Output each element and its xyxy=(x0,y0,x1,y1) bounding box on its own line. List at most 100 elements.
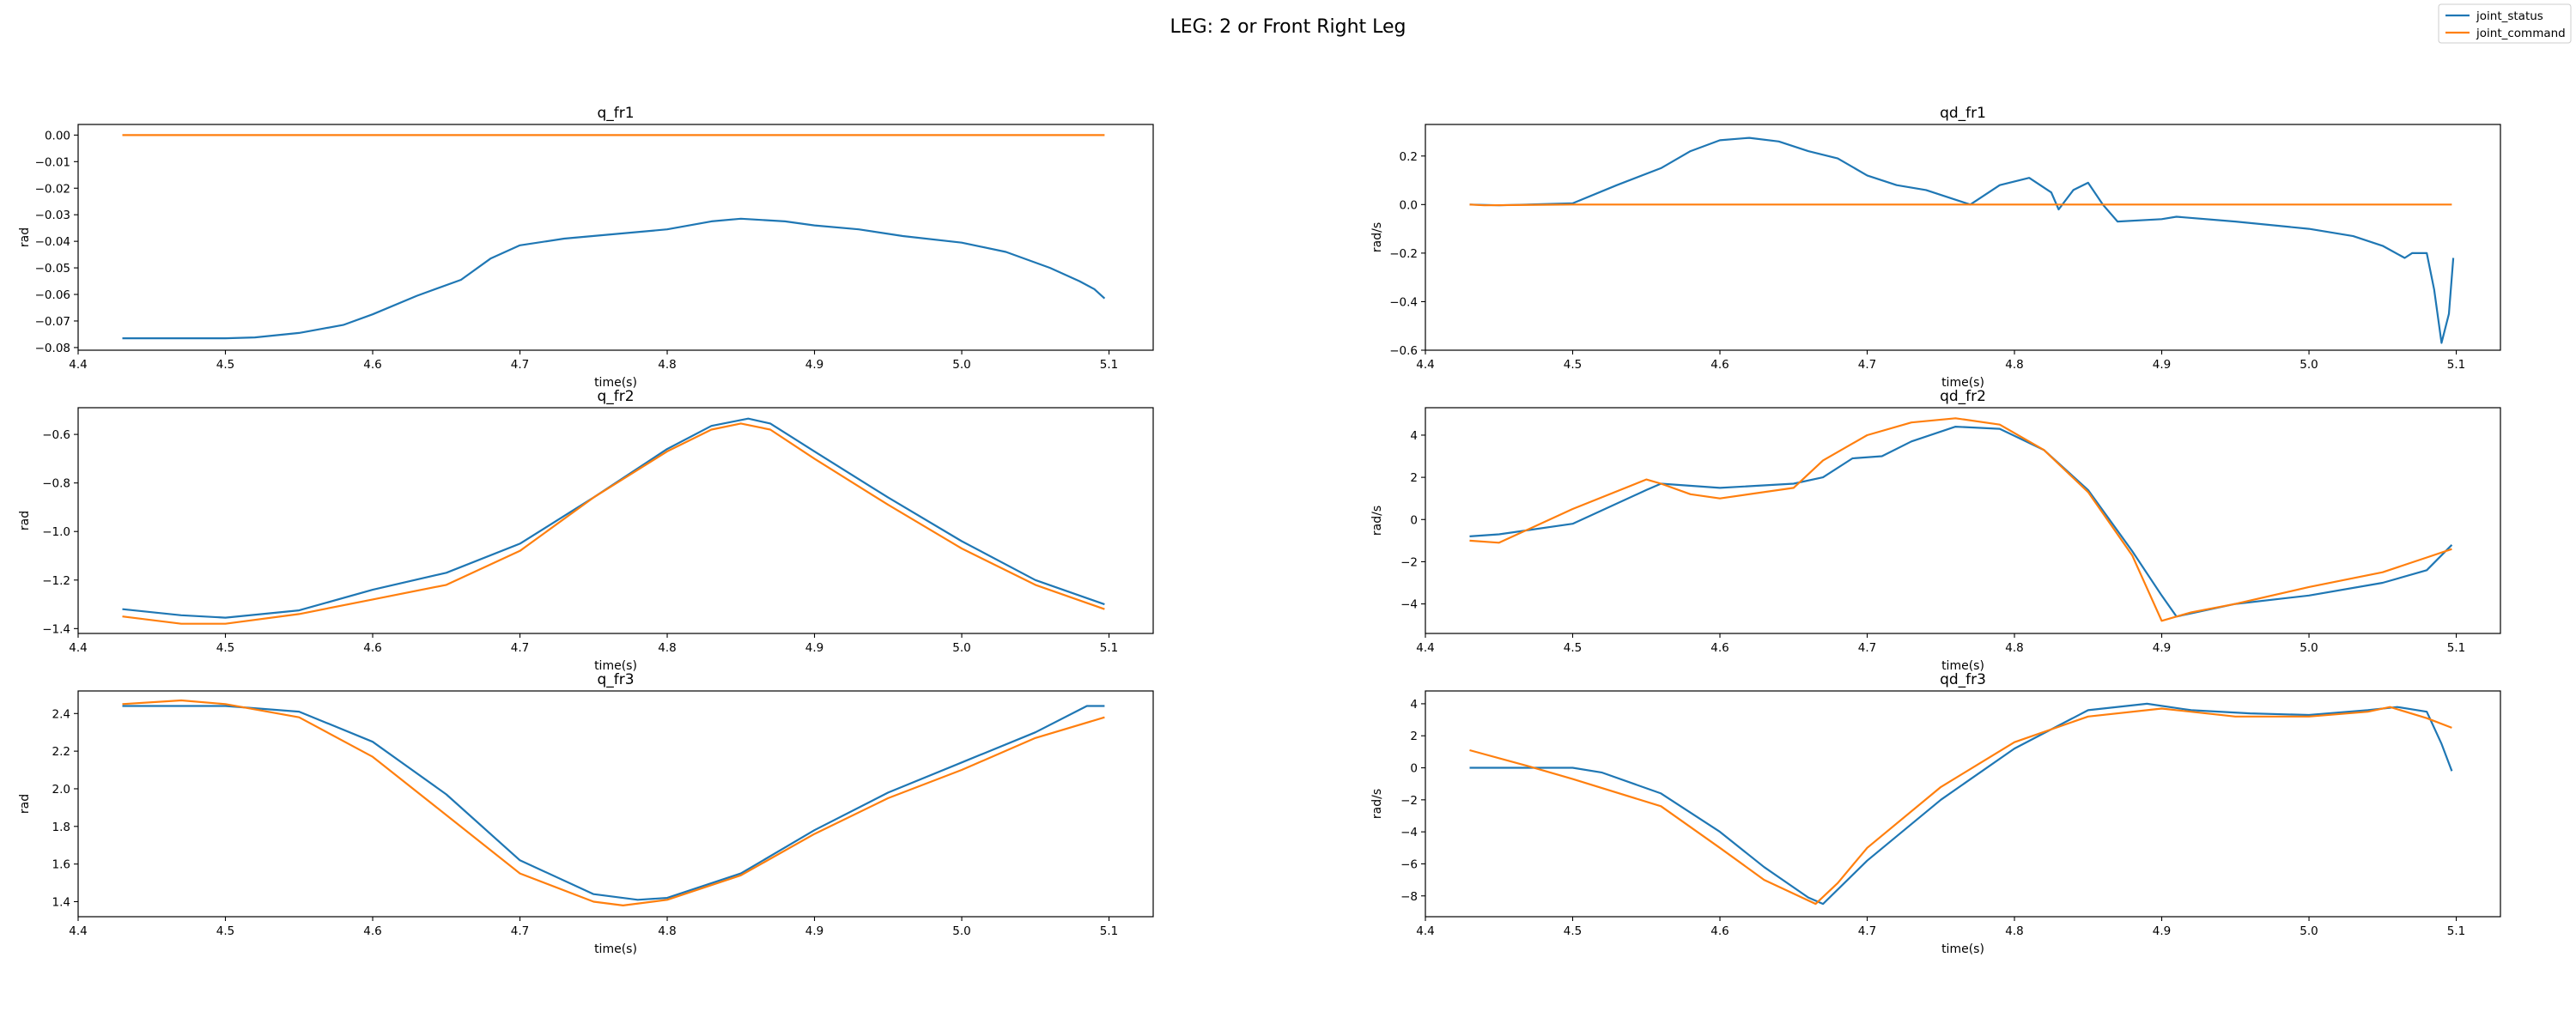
x-tick-label: 4.5 xyxy=(1564,641,1582,655)
axes-frame xyxy=(77,407,1154,634)
series-line-joint-command xyxy=(1469,203,2452,207)
subplot-qd-fr3: 4.4 4.5 4.6 4.7 4.8 4.9 5.0 5.1 4 2 0 −2 −4 −6 −8 qd_fr… xyxy=(1370,671,2501,956)
series-line-joint-command xyxy=(1469,706,2452,906)
series-line-joint-status xyxy=(1469,136,2455,344)
x-axis-label: time(s) xyxy=(594,659,637,673)
x-tick-label: 4.6 xyxy=(1710,924,1728,938)
x-tick-label: 5.0 xyxy=(2300,641,2318,655)
y-tick-label: 2.0 xyxy=(52,783,70,797)
legend-label-joint-command: joint_command xyxy=(2476,27,2566,40)
series-group xyxy=(1469,417,2453,622)
y-tick-label: −1.0 xyxy=(42,525,70,539)
y-axis-label: rad/s xyxy=(1370,222,1384,252)
y-tick-label: −2 xyxy=(1400,794,1418,808)
subplots: 4.4 4.5 4.6 4.7 4.8 4.9 5.0 5.10.00−0.01−0.02−0… xyxy=(18,105,2501,956)
x-tick-label: 4.4 xyxy=(1416,358,1434,372)
x-tick-label: 4.4 xyxy=(69,358,87,372)
x-tick-label: 5.0 xyxy=(2300,358,2318,372)
y-tick-label: −0.06 xyxy=(35,288,70,302)
subplot-title: q_fr1 xyxy=(597,105,634,122)
x-tick-label: 5.1 xyxy=(1100,924,1118,938)
x-tick-label: 4.7 xyxy=(511,641,529,655)
series-line-joint-command xyxy=(122,699,1105,907)
x-tick-label: 4.7 xyxy=(1858,641,1876,655)
series-line-joint-status xyxy=(122,705,1105,901)
legend-label-joint-status: joint_status xyxy=(2476,9,2543,23)
axes-frame xyxy=(77,690,1154,918)
y-axis-label: rad xyxy=(18,794,32,814)
series-group xyxy=(122,699,1105,907)
x-axis-label: time(s) xyxy=(594,942,637,956)
legend-frame xyxy=(2438,3,2572,44)
x-tick-label: 4.5 xyxy=(1564,358,1582,372)
x-tick-label: 4.4 xyxy=(69,641,87,655)
x-tick-label: 4.5 xyxy=(216,358,234,372)
x-tick-label: 5.1 xyxy=(2447,641,2465,655)
y-tick-label: −0.4 xyxy=(1389,295,1418,309)
y-tick-label: −0.8 xyxy=(42,477,70,491)
y-tick-label: 2.4 xyxy=(52,707,70,721)
y-tick-label: −0.6 xyxy=(1389,344,1418,358)
y-tick-label: −1.4 xyxy=(42,622,70,636)
x-tick-label: 4.4 xyxy=(1416,924,1434,938)
x-tick-label: 5.1 xyxy=(2447,924,2465,938)
x-tick-label: 5.0 xyxy=(952,358,970,372)
x-tick-label: 4.7 xyxy=(1858,924,1876,938)
y-tick-label: −4 xyxy=(1400,826,1418,839)
x-tick-label: 4.4 xyxy=(69,924,87,938)
x-tick-label: 4.8 xyxy=(658,924,676,938)
x-tick-label: 4.8 xyxy=(2005,924,2023,938)
y-tick-label: −0.6 xyxy=(42,428,70,442)
y-axis-label: rad/s xyxy=(1370,506,1384,536)
series-line-joint-status xyxy=(122,217,1106,340)
y-tick-label: 4 xyxy=(1410,429,1418,443)
y-tick-label: −6 xyxy=(1400,857,1418,871)
y-tick-label: −4 xyxy=(1400,598,1418,612)
y-tick-label: 1.4 xyxy=(52,895,70,909)
x-tick-label: 4.8 xyxy=(658,358,676,372)
x-tick-label: 4.6 xyxy=(1710,358,1728,372)
x-tick-label: 4.7 xyxy=(511,924,529,938)
y-axis-label: rad/s xyxy=(1370,789,1384,819)
y-tick-label: −1.2 xyxy=(42,574,70,588)
x-tick-label: 4.4 xyxy=(1416,641,1434,655)
figure-title: LEG: 2 or Front Right Leg xyxy=(1170,16,1406,38)
series-line-joint-status xyxy=(1469,426,2453,618)
series-group xyxy=(1469,702,2453,906)
x-axis-label: time(s) xyxy=(1941,376,1984,390)
axes-frame xyxy=(1425,690,2501,918)
subplot-q-fr1: 4.4 4.5 4.6 4.7 4.8 4.9 5.0 5.1 0.00 −0.01 −0.02 −0… xyxy=(18,105,1154,390)
x-tick-label: 4.9 xyxy=(805,358,823,372)
y-tick-label: 2 xyxy=(1410,730,1418,743)
y-tick-label: −0.04 xyxy=(35,235,70,249)
subplot-q-fr3: 4.4 4.5 4.6 4.7 4.8 4.9 5.0 5.1 2.4 2.2 2.0 1.8 1.6 1… xyxy=(18,671,1154,956)
axes-frame xyxy=(1425,407,2501,634)
y-axis-label: rad xyxy=(18,227,32,247)
subplot-title: q_fr3 xyxy=(597,671,634,688)
y-tick-label: −0.03 xyxy=(35,209,70,222)
x-tick-label: 4.9 xyxy=(2153,641,2171,655)
series-line-joint-command xyxy=(122,422,1105,625)
x-tick-label: 4.8 xyxy=(658,641,676,655)
y-tick-label: 4 xyxy=(1410,698,1418,712)
x-tick-label: 4.7 xyxy=(511,358,529,372)
y-tick-label: −0.01 xyxy=(35,155,70,169)
y-tick-label: −0.05 xyxy=(35,262,70,276)
subplot-title: qd_fr1 xyxy=(1940,105,1986,122)
y-tick-label: −0.08 xyxy=(35,342,70,355)
y-tick-label: 0 xyxy=(1410,762,1418,776)
y-axis-label: rad xyxy=(18,511,32,530)
y-tick-label: 1.6 xyxy=(52,858,70,872)
y-tick-label: −0.2 xyxy=(1389,247,1418,261)
x-tick-label: 4.9 xyxy=(2153,358,2171,372)
x-tick-label: 4.6 xyxy=(363,924,381,938)
y-tick-label: 0.2 xyxy=(1400,150,1418,164)
x-tick-label: 4.6 xyxy=(1710,641,1728,655)
x-axis-label: time(s) xyxy=(1941,659,1984,673)
series-group xyxy=(122,134,1106,340)
x-tick-label: 4.5 xyxy=(216,924,234,938)
y-tick-label: −2 xyxy=(1400,555,1418,569)
x-tick-label: 5.0 xyxy=(952,641,970,655)
x-tick-label: 4.9 xyxy=(805,641,823,655)
